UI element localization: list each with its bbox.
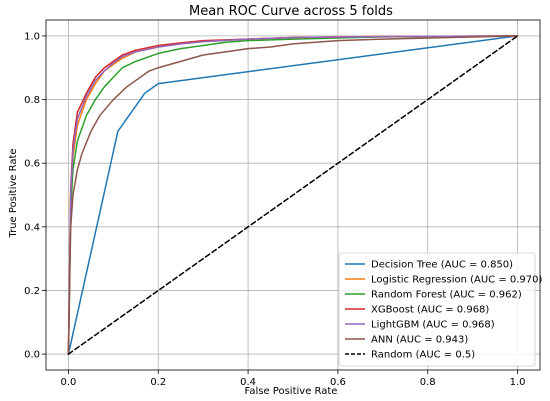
y-tick-label: 0.0 xyxy=(24,350,40,361)
y-tick-label: 0.4 xyxy=(24,222,40,233)
x-tick-label: 0.8 xyxy=(420,377,436,388)
x-tick-label: 0.6 xyxy=(330,377,346,388)
series-line-6 xyxy=(67,35,519,355)
legend-label: LightGBM (AUC = 0.968) xyxy=(371,320,495,331)
legend-box xyxy=(338,252,536,367)
series-line-5 xyxy=(67,35,519,355)
x-tick-label: 1.0 xyxy=(510,377,526,388)
x-ticks: 0.0 0.2 0.4 0.6 0.8 1.0 xyxy=(61,370,526,388)
legend-label: ANN (AUC = 0.943) xyxy=(371,335,468,346)
y-tick-label: 1.0 xyxy=(24,31,40,42)
y-tick-label: 0.6 xyxy=(24,159,40,170)
legend-label: Random Forest (AUC = 0.962) xyxy=(371,290,522,301)
x-tick-label: 0.0 xyxy=(61,377,77,388)
series-layer xyxy=(67,35,519,355)
series-line-0 xyxy=(67,35,519,355)
x-tick-label: 0.2 xyxy=(150,377,166,388)
y-tick-label: 0.2 xyxy=(24,286,40,297)
axes-frame xyxy=(45,19,541,371)
legend-label: XGBoost (AUC = 0.968) xyxy=(371,305,489,316)
chart-title: Mean ROC Curve across 5 folds xyxy=(189,4,393,19)
y-ticks: 0.0 0.2 0.4 0.6 0.8 1.0 xyxy=(24,31,46,361)
x-axis-label: False Positive Rate xyxy=(245,386,338,397)
grid xyxy=(46,20,540,370)
legend: Decision Tree (AUC = 0.850) Logistic Regr… xyxy=(338,252,543,367)
axes xyxy=(45,19,541,371)
legend-label: Random (AUC = 0.5) xyxy=(371,350,475,361)
legend-label: Decision Tree (AUC = 0.850) xyxy=(371,260,513,271)
series-line-2 xyxy=(67,35,519,355)
y-tick-label: 0.8 xyxy=(24,95,40,106)
x-tick-label: 0.4 xyxy=(240,377,256,388)
series-line-4 xyxy=(67,35,519,355)
legend-label: Logistic Regression (AUC = 0.970) xyxy=(371,275,543,286)
y-axis-label: True Positive Rate xyxy=(8,148,19,238)
